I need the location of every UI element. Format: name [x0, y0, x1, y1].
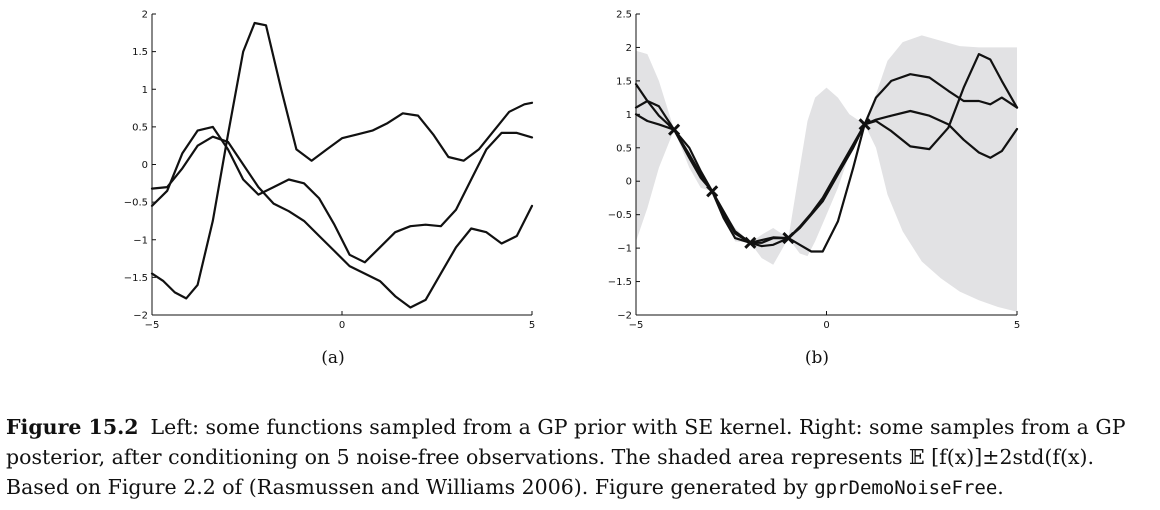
panel-b-chart: −2 −1.5 −1 −0.5 0 0.5 1 1.5 2 2.5 −5 0 5 (b) [608, 10, 1020, 369]
caption-line-3: Based on Figure 2.2 of (Rasmussen and Wi… [6, 472, 1156, 503]
panel-a-series-line-3 [150, 135, 534, 309]
panel-a-y-tick-label: 1.5 [132, 47, 148, 58]
caption-line-1: Figure 15.2 Left: some functions sampled … [6, 412, 1156, 442]
panel-b-confidence-band [636, 35, 1017, 312]
panel-b-label: (b) [805, 348, 829, 368]
caption-code: gprDemoNoiseFree [814, 477, 998, 499]
panel-b-y-tick-label: 1 [626, 110, 632, 121]
panel-b-observation-marker [744, 236, 757, 249]
panel-a-label: (a) [321, 348, 344, 368]
panel-b-y-tick-label: −1.5 [608, 277, 632, 288]
panel-b-observation-marker [858, 118, 871, 131]
panel-a-chart: −2 −1.5 −1 −0.5 0 0.5 1 1.5 2 −5 0 5 (a) [124, 10, 535, 369]
panel-b-y-tick-label: 0 [626, 177, 632, 188]
panel-b-y-tick-label: 1.5 [616, 76, 632, 87]
figure-number: Figure 15.2 [6, 415, 139, 439]
panel-a-y-tick-label: 0.5 [132, 122, 148, 133]
figure-panels: −2 −1.5 −1 −0.5 0 0.5 1 1.5 2 −5 0 5 (a) −2 −1.5 −1 −0… [124, 10, 1020, 369]
panel-b-observation-marker [706, 185, 719, 198]
panel-a-x-tick-label: −5 [145, 320, 160, 331]
panel-a-y-tick-label: −0.5 [124, 198, 148, 209]
panel-b-y-tick-label: 2.5 [616, 10, 632, 21]
panel-a-y-tick-label: 1 [142, 85, 148, 96]
panel-b-observation-marker [668, 123, 681, 136]
panel-b-series-line-3 [634, 109, 1019, 244]
panel-b-y-tick-label: −1 [617, 244, 632, 255]
figure-caption: Figure 15.2 Left: some functions sampled … [6, 412, 1156, 503]
caption-text-3-end: . [997, 475, 1004, 499]
panel-b-y-tick-label: 0.5 [616, 143, 632, 154]
panel-b-y-tick-label: −2 [617, 311, 632, 322]
caption-text-1: Left: some functions sampled from a GP p… [150, 415, 1126, 439]
panel-a-y-tick-label: −1 [133, 235, 148, 246]
panel-b-x-tick-label: 5 [1014, 320, 1020, 331]
caption-text-3: Based on Figure 2.2 of (Rasmussen and Wi… [6, 475, 815, 499]
panel-b-x-tick-label: −5 [629, 320, 644, 331]
panel-a-y-tick-label: 2 [142, 10, 148, 21]
panel-b-observation-marker [782, 232, 795, 245]
panel-a-y-tick-label: −2 [133, 311, 148, 322]
panel-a-y-tick-label: 0 [142, 160, 148, 171]
panel-a-x-tick-label: 0 [339, 320, 345, 331]
panel-a-series-line-1 [150, 21, 534, 300]
panel-a-y-tick-label: −1.5 [124, 273, 148, 284]
caption-line-2: posterior, after conditioning on 5 noise… [6, 445, 1095, 469]
panel-a-series-line-2 [150, 125, 534, 264]
panel-a-x-tick-label: 5 [529, 320, 535, 331]
panel-b-y-tick-label: −0.5 [608, 210, 632, 221]
panel-b-x-tick-label: 0 [823, 320, 829, 331]
panel-b-y-tick-label: 2 [626, 43, 632, 54]
panel-b-series-line-2 [634, 52, 1019, 253]
